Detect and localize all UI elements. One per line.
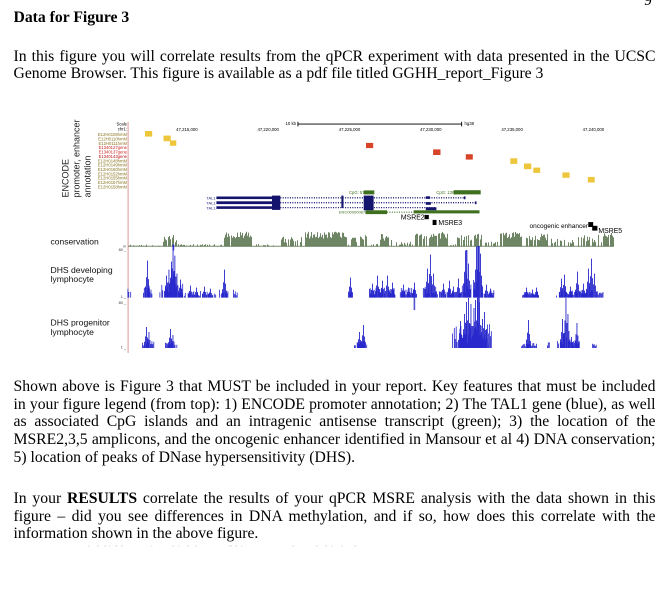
svg-text:ENCODE: ENCODE: [61, 159, 71, 198]
svg-text:80 _: 80 _: [119, 301, 127, 305]
svg-text:annotation: annotation: [83, 155, 93, 197]
svg-text:47,215,000: 47,215,000: [176, 127, 198, 132]
svg-text:m: m: [123, 245, 126, 249]
svg-text:chr1:: chr1:: [118, 127, 127, 132]
svg-text:TAL1: TAL1: [206, 196, 216, 201]
svg-text:E12H0150hmM: E12H0150hmM: [98, 167, 128, 172]
svg-text:E12H0152hmM: E12H0152hmM: [98, 171, 128, 176]
svg-text:TAL1: TAL1: [206, 205, 216, 210]
svg-text:promoter, enhancer: promoter, enhancer: [72, 119, 82, 197]
svg-text:80 _: 80 _: [119, 248, 127, 252]
svg-text:MSRE5: MSRE5: [598, 228, 622, 235]
svg-text:E1340137gene: E1340137gene: [99, 150, 128, 155]
svg-text:E12H0149hmM: E12H0149hmM: [98, 163, 128, 168]
svg-text:lymphocyte: lymphocyte: [51, 274, 95, 284]
svg-text:MSRE3: MSRE3: [438, 220, 462, 227]
svg-text:1 _: 1 _: [121, 295, 127, 299]
svg-text:lymphocyte: lymphocyte: [51, 327, 95, 337]
svg-text:E1340143gene: E1340143gene: [99, 154, 128, 159]
svg-text:47,225,000: 47,225,000: [339, 127, 361, 132]
svg-text:E1340127gene: E1340127gene: [99, 145, 128, 150]
svg-text:E12H0158hmM: E12H0158hmM: [98, 184, 128, 189]
svg-text:MSRE2: MSRE2: [401, 214, 425, 221]
svg-text:47,230,000: 47,230,000: [420, 127, 442, 132]
svg-text:47,240,000: 47,240,000: [583, 127, 605, 132]
svg-text:E12H0108hmM: E12H0108hmM: [98, 132, 128, 137]
svg-text:E12H0155hmM: E12H0155hmM: [98, 176, 128, 181]
svg-text:1 _: 1 _: [121, 346, 127, 350]
svg-text:DHS developing: DHS developing: [51, 265, 113, 275]
svg-text:conservation: conservation: [51, 237, 99, 247]
svg-text:TAL1: TAL1: [206, 200, 216, 205]
svg-text:DHS progenitor: DHS progenitor: [51, 318, 110, 328]
svg-text:E12H0148hmM: E12H0148hmM: [98, 158, 128, 163]
svg-text:10 kb: 10 kb: [285, 121, 296, 126]
svg-text:E12H0110hmM: E12H0110hmM: [98, 137, 127, 142]
svg-text:CpG: 139: CpG: 139: [436, 190, 455, 195]
svg-text:oncogenic enhancer: oncogenic enhancer: [530, 223, 589, 230]
svg-text:E12H0111hmM: E12H0111hmM: [99, 141, 128, 146]
svg-text:Scale: Scale: [117, 122, 128, 127]
svg-text:hg38: hg38: [465, 121, 475, 126]
svg-text:CpG: 57: CpG: 57: [349, 190, 365, 195]
svg-text:ENC00000087hAE: ENC00000087hAE: [339, 210, 373, 215]
svg-text:E12H0157hmM: E12H0157hmM: [98, 180, 128, 185]
svg-text:47,220,000: 47,220,000: [257, 127, 279, 132]
svg-text:47,235,000: 47,235,000: [501, 127, 523, 132]
